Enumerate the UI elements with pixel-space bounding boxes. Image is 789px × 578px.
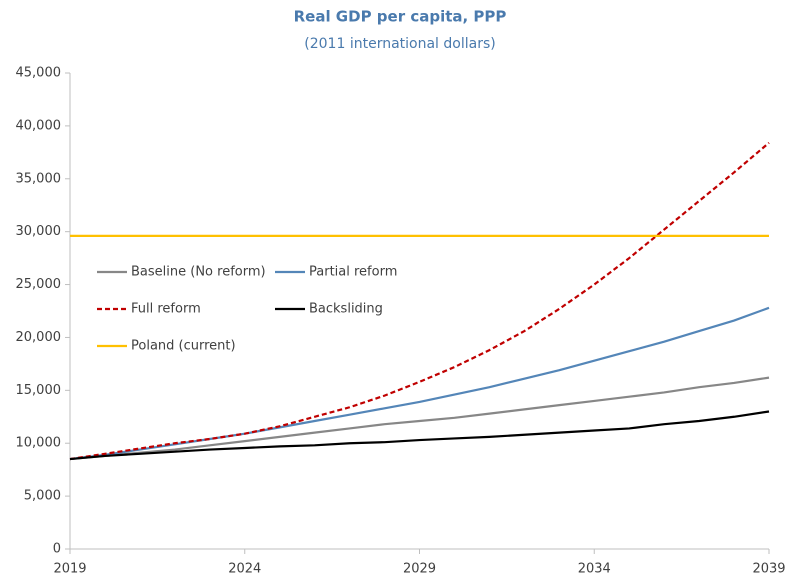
y-tick-label: 5,000 [24,489,61,504]
x-tick-label: 2024 [228,562,261,577]
legend-label: Full reform [131,302,201,317]
legend-label: Poland (current) [131,339,236,354]
y-tick-label: 25,000 [16,277,62,292]
x-tick-label: 2019 [53,562,86,577]
y-tick-label: 40,000 [16,118,62,133]
x-tick-label: 2029 [403,562,436,577]
series-line [69,410,770,461]
y-tick-label: 0 [53,542,61,557]
chart-subtitle: (2011 international dollars) [304,36,495,52]
y-tick-label: 30,000 [16,224,62,239]
legend-label: Baseline (No reform) [131,265,266,280]
y-tick-label: 10,000 [16,436,62,451]
legend-label: Backsliding [309,302,383,317]
x-tick-label: 2034 [578,562,611,577]
series-line [69,306,770,461]
y-tick-label: 35,000 [16,171,62,186]
y-tick-label: 15,000 [16,383,62,398]
y-tick-label: 45,000 [16,66,62,81]
y-tick-label: 20,000 [16,330,62,345]
x-tick-label: 2039 [752,562,785,577]
series-line [69,376,770,461]
series-line [69,141,770,461]
chart-title: Real GDP per capita, PPP [294,8,507,26]
legend-label: Partial reform [309,265,397,280]
